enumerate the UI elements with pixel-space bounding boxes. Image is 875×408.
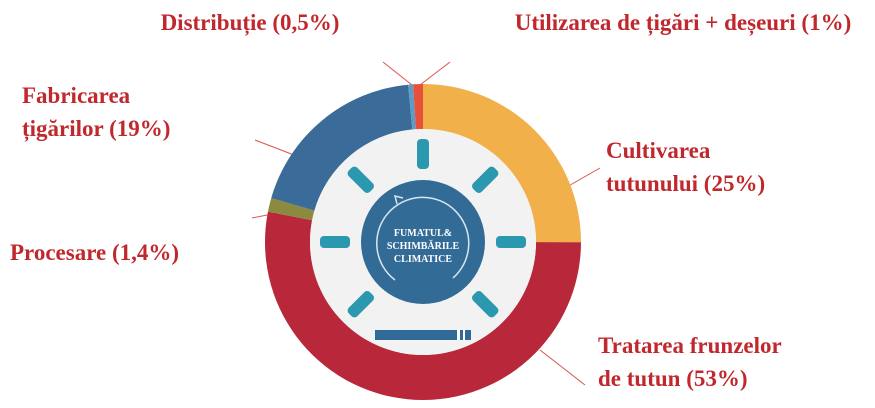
segment-label: Fabricarea xyxy=(22,83,131,108)
icon-bar xyxy=(472,291,499,318)
segment-label: Procesare (1,4%) xyxy=(10,240,179,265)
segment-label: Distribuție (0,5%) xyxy=(161,10,340,36)
donut-segment xyxy=(271,84,413,211)
center-arrow-head xyxy=(393,194,404,205)
leader-line xyxy=(382,61,413,86)
center-arrow xyxy=(376,196,470,281)
segment-label: tutunului (25%) xyxy=(606,171,765,196)
icon-bar xyxy=(417,139,429,169)
donut-segment xyxy=(265,211,581,400)
segment-label: de tutun (53%) xyxy=(598,366,748,391)
donut-segment xyxy=(413,84,423,130)
donut-segment xyxy=(267,198,315,221)
icon-bar xyxy=(320,236,350,248)
center-disc xyxy=(361,180,485,304)
segment-label: țigărilor (19%) xyxy=(22,116,170,142)
segment-label: Utilizarea de țigări + deșeuri (1%) xyxy=(515,10,852,36)
leader-lines xyxy=(251,61,601,386)
segment-label: Tratarea frunzelor xyxy=(598,333,782,358)
icon-bar xyxy=(472,166,499,193)
center-text: SCHIMBĂRILE xyxy=(387,240,460,252)
donut-segment xyxy=(408,84,416,130)
icon-bar xyxy=(347,291,374,318)
icon-bar xyxy=(496,236,526,248)
leader-line xyxy=(539,349,586,386)
cigarette-tip xyxy=(457,330,460,340)
donut-segment xyxy=(423,84,581,243)
cigarette xyxy=(375,330,471,340)
center-text: FUMATUL& xyxy=(394,228,452,239)
leader-line xyxy=(419,61,451,86)
center-text: CLIMATICE xyxy=(394,254,452,265)
cigarette-tip xyxy=(463,330,465,340)
icon-bar xyxy=(347,166,374,193)
segment-label: Cultivarea xyxy=(606,138,711,163)
